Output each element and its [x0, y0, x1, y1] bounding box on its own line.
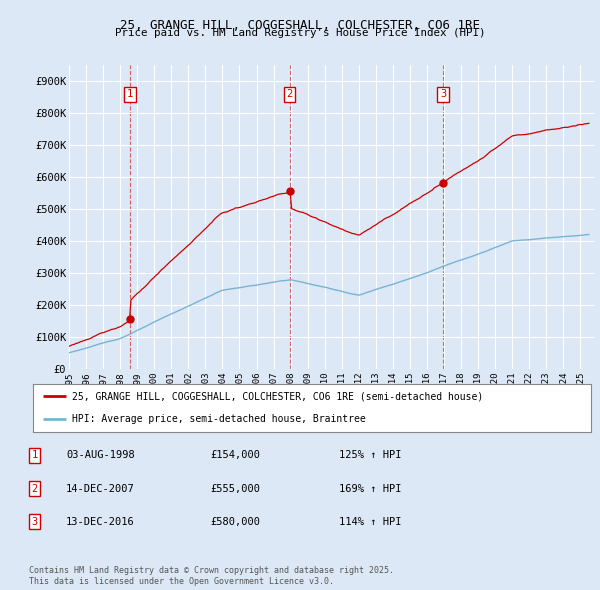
- Text: £580,000: £580,000: [210, 517, 260, 526]
- Text: £154,000: £154,000: [210, 451, 260, 460]
- Text: 13-DEC-2016: 13-DEC-2016: [66, 517, 135, 526]
- Text: HPI: Average price, semi-detached house, Braintree: HPI: Average price, semi-detached house,…: [72, 414, 366, 424]
- Text: 169% ↑ HPI: 169% ↑ HPI: [339, 484, 401, 493]
- Text: 25, GRANGE HILL, COGGESHALL, COLCHESTER, CO6 1RE: 25, GRANGE HILL, COGGESHALL, COLCHESTER,…: [120, 19, 480, 32]
- Text: 2: 2: [287, 89, 293, 99]
- Text: 114% ↑ HPI: 114% ↑ HPI: [339, 517, 401, 526]
- Text: 1: 1: [32, 451, 38, 460]
- Text: £555,000: £555,000: [210, 484, 260, 493]
- Text: Contains HM Land Registry data © Crown copyright and database right 2025.
This d: Contains HM Land Registry data © Crown c…: [29, 566, 394, 586]
- Text: 2: 2: [32, 484, 38, 493]
- Text: 3: 3: [440, 89, 446, 99]
- Text: 25, GRANGE HILL, COGGESHALL, COLCHESTER, CO6 1RE (semi-detached house): 25, GRANGE HILL, COGGESHALL, COLCHESTER,…: [72, 391, 484, 401]
- Text: 03-AUG-1998: 03-AUG-1998: [66, 451, 135, 460]
- Text: Price paid vs. HM Land Registry's House Price Index (HPI): Price paid vs. HM Land Registry's House …: [115, 28, 485, 38]
- Text: 125% ↑ HPI: 125% ↑ HPI: [339, 451, 401, 460]
- Text: 3: 3: [32, 517, 38, 526]
- Text: 14-DEC-2007: 14-DEC-2007: [66, 484, 135, 493]
- Text: 1: 1: [127, 89, 133, 99]
